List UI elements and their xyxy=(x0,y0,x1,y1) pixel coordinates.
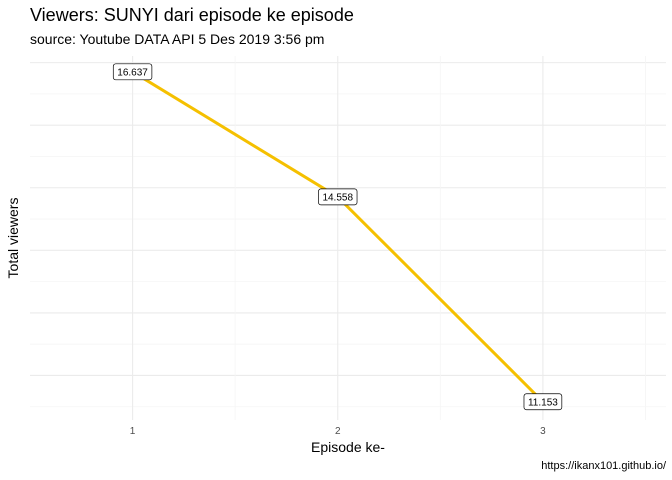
data-label-box xyxy=(318,188,358,206)
data-label-box xyxy=(112,63,153,81)
caption-url: https://ikanx101.github.io/ xyxy=(541,460,666,472)
data-label-text: 11.153 xyxy=(528,397,558,408)
data-label: 14.558 xyxy=(318,188,358,206)
x-axis-title: Episode ke- xyxy=(311,439,385,455)
chart-title: Viewers: SUNYI dari episode ke episode xyxy=(30,5,354,25)
data-labels: 16.637 14.558 11.153 xyxy=(112,63,563,411)
data-label: 11.153 xyxy=(523,393,563,411)
data-label-text: 16.637 xyxy=(117,67,148,78)
y-axis-title: Total viewers xyxy=(5,198,21,279)
data-label: 16.637 xyxy=(112,63,153,81)
grid-lines xyxy=(30,56,666,420)
data-label-text: 14.558 xyxy=(322,192,353,203)
data-label-box xyxy=(523,393,563,411)
x-tick-label: 2 xyxy=(335,426,341,437)
chart-subtitle: source: Youtube DATA API 5 Des 2019 3:56… xyxy=(30,31,325,47)
x-tick-label: 1 xyxy=(130,426,136,437)
x-tick-labels: 1 2 3 xyxy=(130,426,546,437)
x-tick-label: 3 xyxy=(540,426,546,437)
